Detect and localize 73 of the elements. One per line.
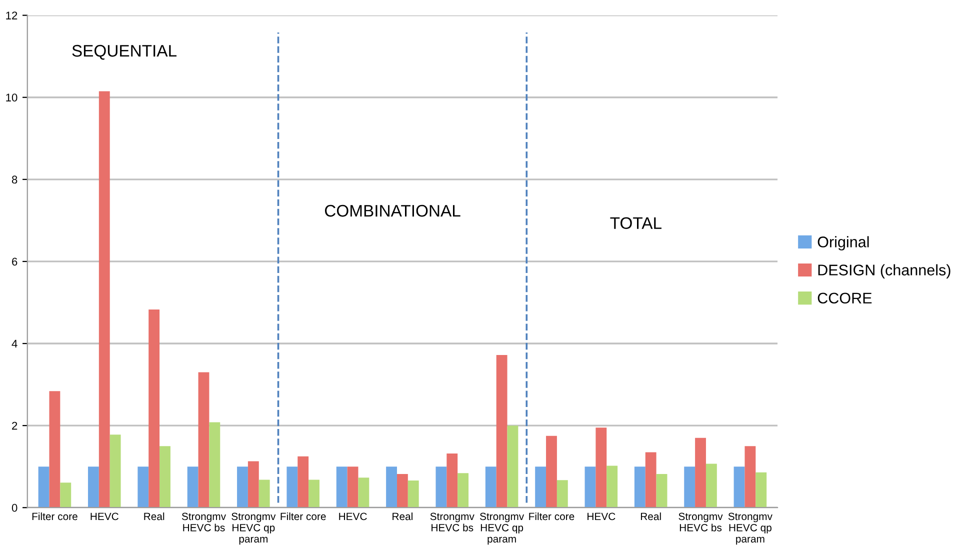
bar (88, 466, 99, 508)
x-tick-label: Strongmv HEVC bs (678, 512, 723, 532)
bar (634, 466, 646, 508)
bar (606, 466, 618, 508)
bar (458, 473, 469, 508)
bar (596, 428, 607, 508)
bar (160, 446, 170, 508)
legend-label: CCORE (818, 292, 872, 304)
bar (308, 480, 320, 508)
x-tick-label: Strongmv HEVC qp param (728, 512, 772, 545)
bar (396, 474, 408, 508)
bar (584, 466, 596, 508)
bar (148, 309, 160, 508)
bar (138, 466, 149, 508)
bar (98, 91, 110, 508)
bar (656, 474, 668, 508)
x-tick-label: Real (392, 512, 412, 520)
x-tick-label: Strongmv HEVC bs (430, 512, 474, 532)
bar (198, 372, 210, 508)
bar (60, 482, 72, 508)
annotation: TOTAL (610, 217, 662, 230)
x-tick-label: HEVC (339, 512, 367, 520)
x-tick-label: Strongmv HEVC bs (182, 512, 226, 532)
bar (110, 434, 121, 508)
bar (535, 466, 546, 508)
x-tick-label: HEVC (588, 512, 616, 520)
bar (744, 446, 756, 508)
y-tick-label: 10 (6, 94, 18, 102)
bar (446, 453, 458, 508)
x-tick-label: Real (144, 512, 164, 520)
y-tick-label: 0 (12, 504, 18, 512)
x-tick-label: Filter core (32, 512, 78, 520)
y-tick-label: 2 (12, 422, 18, 430)
annotation: SEQUENTIAL (72, 44, 176, 60)
y-tick-label: 4 (12, 340, 18, 348)
bar (408, 480, 419, 508)
bar (436, 466, 447, 508)
x-tick-label: Strongmv HEVC qp param (480, 512, 524, 545)
bar (298, 456, 309, 508)
bar (237, 466, 248, 508)
bar (336, 466, 348, 508)
x-tick-label: Filter core (280, 512, 326, 520)
bar (507, 426, 518, 508)
bar (347, 466, 358, 508)
bar (248, 461, 259, 508)
bar (706, 464, 717, 508)
bar (546, 436, 557, 508)
bar (645, 452, 656, 508)
legend-label: Original (818, 236, 869, 250)
bar (358, 478, 370, 508)
x-tick-label: Real (640, 512, 661, 520)
annotation: COMBINATIONAL (324, 204, 460, 217)
legend-label: DESIGN (channels) (818, 264, 950, 278)
x-tick-label: Filter core (529, 512, 574, 520)
bar (684, 466, 696, 508)
x-tick-label: HEVC (90, 512, 118, 520)
bar (49, 391, 60, 508)
bar (695, 438, 706, 508)
bar (286, 466, 298, 508)
bar (485, 466, 496, 508)
y-tick-label: 12 (6, 12, 18, 20)
bar (38, 466, 50, 508)
y-tick-label: 6 (12, 258, 18, 266)
y-tick-label: 8 (12, 176, 18, 184)
bar (209, 422, 220, 508)
bar (496, 355, 508, 508)
bar (756, 472, 767, 508)
bar (734, 466, 745, 508)
x-tick-label: Strongmv HEVC qp param (232, 512, 276, 545)
bar (386, 466, 397, 508)
bar (556, 480, 568, 508)
bar (187, 466, 198, 508)
bar (258, 480, 270, 508)
